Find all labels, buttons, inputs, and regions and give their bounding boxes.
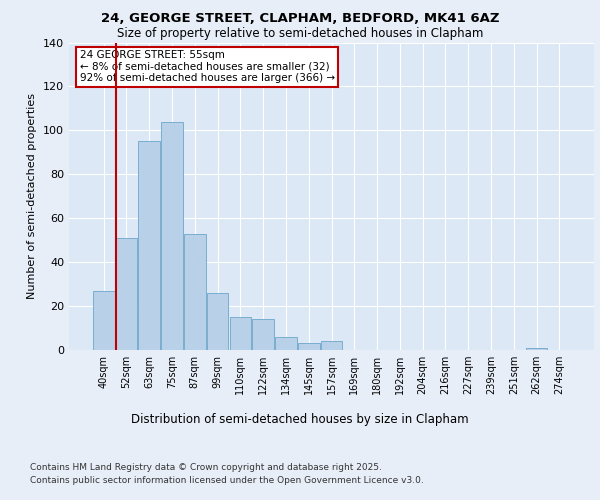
Text: Contains HM Land Registry data © Crown copyright and database right 2025.: Contains HM Land Registry data © Crown c… bbox=[30, 462, 382, 471]
Bar bbox=[298, 344, 320, 350]
Bar bbox=[93, 290, 115, 350]
Bar bbox=[526, 348, 547, 350]
Y-axis label: Number of semi-detached properties: Number of semi-detached properties bbox=[28, 93, 37, 299]
Bar bbox=[184, 234, 206, 350]
Bar bbox=[320, 341, 343, 350]
Bar bbox=[275, 337, 297, 350]
Bar bbox=[207, 293, 229, 350]
Bar bbox=[139, 142, 160, 350]
Bar bbox=[116, 238, 137, 350]
Text: Size of property relative to semi-detached houses in Clapham: Size of property relative to semi-detach… bbox=[117, 28, 483, 40]
Text: Distribution of semi-detached houses by size in Clapham: Distribution of semi-detached houses by … bbox=[131, 412, 469, 426]
Text: 24, GEORGE STREET, CLAPHAM, BEDFORD, MK41 6AZ: 24, GEORGE STREET, CLAPHAM, BEDFORD, MK4… bbox=[101, 12, 499, 26]
Bar bbox=[253, 320, 274, 350]
Bar bbox=[161, 122, 183, 350]
Text: 24 GEORGE STREET: 55sqm
← 8% of semi-detached houses are smaller (32)
92% of sem: 24 GEORGE STREET: 55sqm ← 8% of semi-det… bbox=[79, 50, 335, 84]
Bar bbox=[230, 317, 251, 350]
Text: Contains public sector information licensed under the Open Government Licence v3: Contains public sector information licen… bbox=[30, 476, 424, 485]
